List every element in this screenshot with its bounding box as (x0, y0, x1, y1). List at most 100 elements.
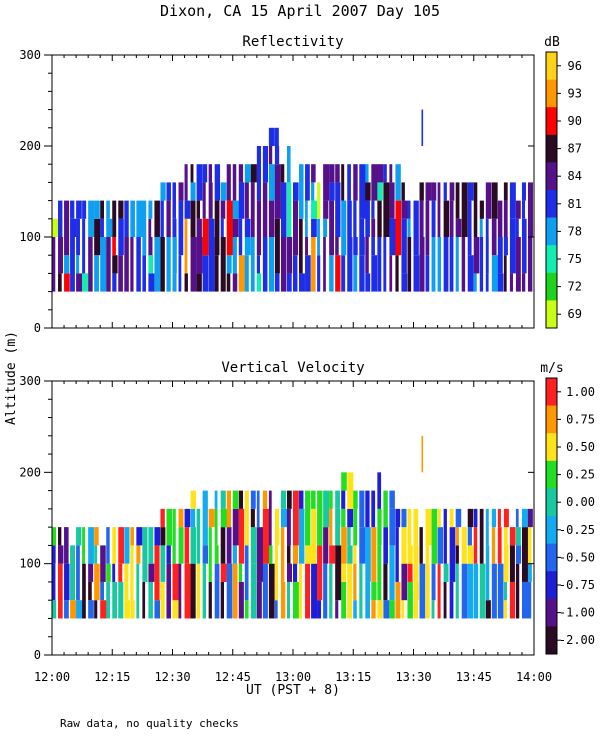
colorbar-label: 0.00 (566, 495, 595, 509)
echo-cell (437, 508, 441, 528)
echo-cell (497, 237, 503, 274)
echo-cell (437, 527, 443, 564)
echo-cell (347, 200, 352, 237)
echo-cell (202, 255, 209, 292)
echo-cell (196, 563, 201, 619)
echo-cell (521, 200, 526, 219)
echo-cell (244, 237, 251, 256)
echo-cell (94, 200, 100, 219)
echo-cell (419, 182, 424, 201)
x-tick-label: 12:00 (34, 670, 70, 684)
echo-cell (491, 255, 498, 292)
colorbar-swatch (546, 460, 557, 489)
echo-cell (118, 200, 124, 219)
colorbar-swatch (546, 571, 557, 600)
echo-cell (94, 563, 100, 601)
echo-cell (124, 237, 129, 292)
echo-cell (299, 563, 302, 619)
echo-cell (473, 527, 478, 564)
colorbar-label: 93 (568, 86, 582, 100)
echo-cell (220, 563, 227, 582)
echo-cell (202, 164, 208, 183)
echo-cell (425, 200, 430, 256)
echo-cell (268, 146, 273, 165)
echo-cell (166, 508, 172, 546)
x-tick-label: 13:45 (456, 670, 492, 684)
echo-cell (280, 182, 287, 237)
echo-cell (70, 237, 75, 292)
echo-cell (268, 545, 273, 564)
echo-cell (437, 563, 441, 619)
echo-cell (142, 255, 146, 292)
echo-cell (467, 255, 474, 292)
echo-cell (112, 273, 117, 292)
echo-cell (353, 545, 357, 564)
echo-cell (353, 164, 358, 201)
echo-cell (419, 200, 424, 237)
echo-cell (196, 218, 202, 237)
echo-cell (383, 527, 388, 564)
echo-cell (425, 255, 430, 292)
echo-cell (214, 508, 218, 546)
echo-cell (407, 581, 413, 619)
echo-cell (317, 182, 321, 219)
colorbar-label: 0.50 (566, 440, 595, 454)
echo-cell (389, 545, 395, 601)
echo-cell (190, 182, 196, 201)
echo-cell (274, 218, 280, 274)
echo-cell (202, 545, 209, 564)
echo-cell (238, 218, 243, 256)
echo-cell (160, 182, 166, 201)
echo-cell (94, 255, 99, 292)
velocity-y-axis: 0 100 200 300 (19, 374, 534, 662)
echo-cell (395, 527, 399, 582)
echo-cell (293, 563, 298, 582)
x-tick-label: 12:45 (215, 670, 251, 684)
echo-cell (323, 563, 328, 619)
echo-cell (280, 508, 288, 528)
echo-cell (154, 237, 161, 292)
echo-cell (371, 237, 375, 256)
echo-cell (341, 164, 345, 201)
echo-cell (335, 164, 340, 183)
echo-cell (389, 164, 393, 183)
echo-cell (82, 273, 88, 292)
echo-cell (419, 527, 423, 564)
echo-cell (250, 237, 255, 292)
echo-cell (256, 581, 262, 619)
echo-cell (455, 237, 459, 292)
echo-cell (353, 255, 358, 292)
echo-cell (160, 237, 165, 292)
echo-cell (341, 527, 347, 564)
echo-cell (274, 127, 279, 146)
echo-cell (112, 255, 118, 274)
echo-cell (136, 545, 141, 564)
echo-cell (353, 200, 357, 237)
echo-cell (293, 200, 299, 256)
echo-cell (166, 200, 171, 237)
echo-cell (503, 200, 508, 237)
echo-cell (238, 508, 245, 564)
echo-cell (443, 182, 447, 201)
echo-cell (262, 563, 268, 619)
echo-cell (280, 581, 286, 619)
echo-cell (305, 255, 311, 292)
echo-cell (431, 182, 437, 201)
echo-cell (136, 563, 140, 619)
echo-cell (335, 490, 340, 509)
echo-cell (286, 182, 292, 237)
echo-cell (244, 218, 251, 237)
echo-cell (449, 237, 454, 292)
colorbar-frame (545, 377, 558, 655)
echo-cell (106, 237, 111, 292)
figure-title: Dixon, CA 15 April 2007 Day 105 (160, 2, 440, 20)
echo-cell (497, 200, 503, 237)
echo-cell (58, 200, 63, 237)
echo-cell (377, 200, 382, 237)
echo-cell (407, 200, 411, 219)
colorbar-swatch (546, 626, 557, 655)
echo-cell (347, 563, 352, 619)
echo-cell (76, 545, 80, 601)
echo-cell (220, 508, 228, 528)
echo-cell (461, 182, 468, 237)
